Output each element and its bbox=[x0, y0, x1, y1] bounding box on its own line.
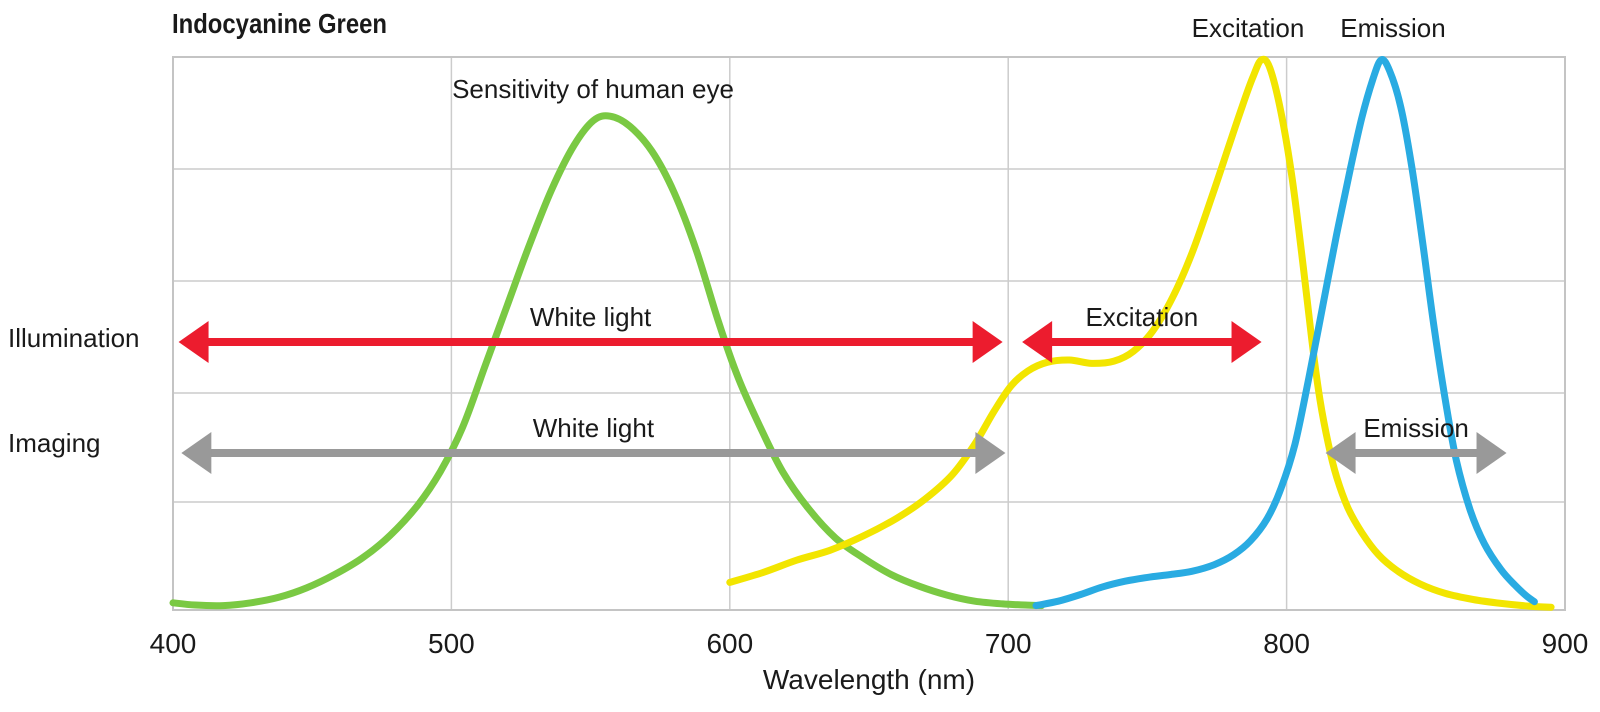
range-arrow-white-light: White light bbox=[181, 413, 1006, 474]
range-arrow-white-light: White light bbox=[178, 302, 1003, 363]
x-tick-label: 500 bbox=[428, 628, 475, 659]
arrow-label: Excitation bbox=[1085, 302, 1198, 332]
arrowhead-right-icon bbox=[975, 432, 1006, 474]
arrow-label: White light bbox=[530, 302, 652, 332]
row-label-imaging: Imaging bbox=[8, 428, 101, 458]
grid-layer bbox=[172, 56, 1566, 611]
arrowhead-right-icon bbox=[1231, 321, 1262, 363]
arrowhead-left-icon bbox=[1022, 321, 1053, 363]
row-label-illumination: Illumination bbox=[8, 323, 140, 353]
curve-excitation bbox=[726, 55, 1555, 611]
curve-layer bbox=[169, 55, 1555, 611]
arrowhead-left-icon bbox=[1325, 432, 1356, 474]
arrow-label: White light bbox=[533, 413, 655, 443]
range-arrow-emission: Emission bbox=[1325, 413, 1507, 474]
x-tick-label: 800 bbox=[1263, 628, 1310, 659]
curve-label-sensitivity: Sensitivity of human eye bbox=[452, 74, 734, 104]
chart-title: Indocyanine Green bbox=[172, 8, 387, 39]
arrowhead-right-icon bbox=[972, 321, 1003, 363]
x-tick-label: 600 bbox=[706, 628, 753, 659]
x-tick-label: 700 bbox=[985, 628, 1032, 659]
range-arrow-excitation: Excitation bbox=[1022, 302, 1262, 363]
x-axis-tick-labels: 400 500 600 700 800 900 bbox=[150, 628, 1589, 659]
curve-sensitivity-of-human-eye bbox=[169, 112, 1046, 610]
arrow-layer: White light Excitation White light Emission bbox=[178, 302, 1507, 474]
arrowhead-right-icon bbox=[1476, 432, 1507, 474]
plot-border bbox=[172, 56, 1566, 611]
arrowhead-left-icon bbox=[178, 321, 209, 363]
arrow-label: Emission bbox=[1363, 413, 1468, 443]
x-axis-title: Wavelength (nm) bbox=[763, 664, 975, 695]
arrowhead-left-icon bbox=[181, 432, 212, 474]
curve-label-emission: Emission bbox=[1340, 13, 1445, 43]
curve-emission bbox=[1032, 56, 1538, 610]
curve-label-excitation: Excitation bbox=[1192, 13, 1305, 43]
x-tick-label: 900 bbox=[1542, 628, 1589, 659]
x-tick-label: 400 bbox=[150, 628, 197, 659]
